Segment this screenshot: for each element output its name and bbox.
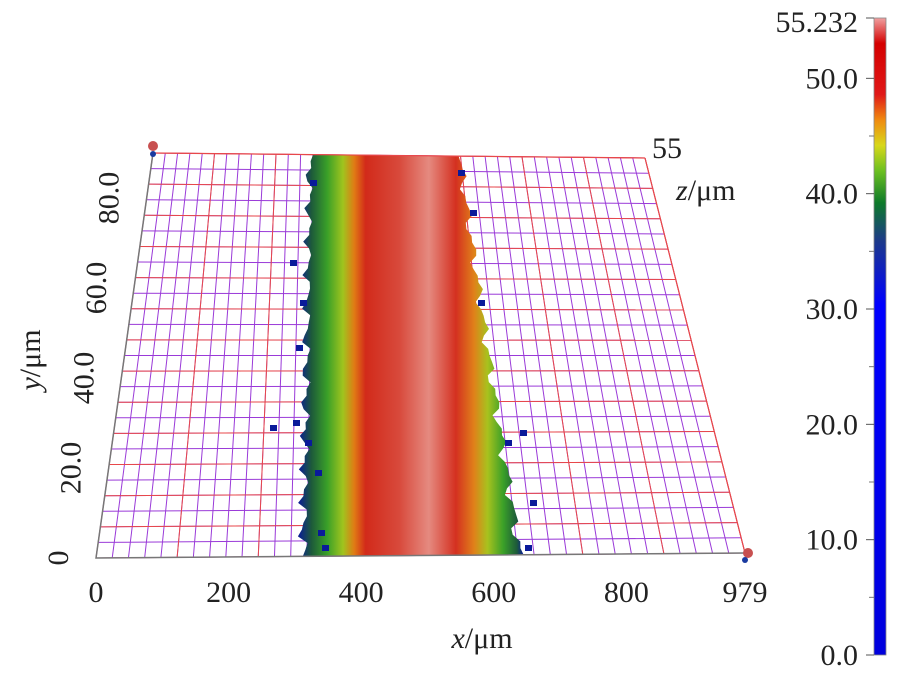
x-tick-label: 979: [723, 576, 768, 609]
edge-speck: [310, 180, 317, 186]
edge-speck: [530, 500, 537, 506]
colorbar-tick-label: 40.0: [806, 178, 859, 211]
x-tick-label: 600: [471, 576, 516, 609]
edge-speck: [505, 440, 512, 446]
edge-speck: [470, 210, 477, 216]
edge-speck: [270, 425, 277, 431]
edge-speck: [525, 545, 532, 551]
y-tick-label: 80.0: [93, 172, 126, 225]
z-max-label: 55: [652, 132, 682, 165]
x-axis-label: x/μm: [450, 622, 512, 655]
edge-speck: [296, 345, 303, 351]
x-tick-label: 0: [89, 576, 104, 609]
colorbar-tick-label: 50.0: [806, 62, 859, 95]
z-axis-label: z/μm: [675, 174, 735, 207]
y-axis-label: y/μm: [14, 329, 47, 393]
colorbar-tick-label: 30.0: [806, 293, 859, 326]
edge-speck: [300, 300, 307, 306]
x-tick-label: 400: [339, 576, 384, 609]
y-tick-label: 60.0: [80, 262, 113, 315]
x-tick-label: 800: [604, 576, 649, 609]
colorbar-tick-label: 20.0: [806, 408, 859, 441]
corner-marker: [743, 548, 753, 558]
colorbar: [874, 18, 886, 655]
y-tick-label: 20.0: [55, 442, 88, 495]
corner-marker: [148, 141, 158, 151]
edge-speck: [458, 170, 465, 176]
edge-speck: [315, 470, 322, 476]
edge-speck: [293, 420, 300, 426]
y-tick-label: 40.0: [67, 352, 100, 405]
x-tick-label: 200: [206, 576, 251, 609]
corner-marker: [742, 557, 748, 563]
edge-speck: [520, 430, 527, 436]
edge-speck: [290, 260, 297, 266]
edge-speck: [305, 440, 312, 446]
edge-speck: [478, 300, 485, 306]
colorbar-max-label: 55.232: [776, 6, 859, 39]
y-tick-label: 0: [42, 551, 75, 566]
edge-speck: [322, 545, 329, 551]
corner-marker: [150, 151, 156, 157]
colorbar-tick-label: 0.0: [821, 639, 859, 672]
colorbar-tick-label: 10.0: [806, 524, 859, 557]
edge-speck: [318, 530, 325, 536]
